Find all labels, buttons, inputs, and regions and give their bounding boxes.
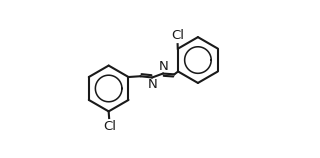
Text: Cl: Cl bbox=[171, 29, 184, 42]
Text: N: N bbox=[148, 78, 157, 91]
Text: Cl: Cl bbox=[103, 120, 116, 133]
Text: N: N bbox=[158, 60, 168, 73]
